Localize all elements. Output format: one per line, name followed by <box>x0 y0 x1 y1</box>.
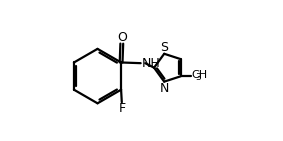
Text: N: N <box>160 82 170 95</box>
Text: CH: CH <box>191 70 207 81</box>
Text: S: S <box>160 41 168 54</box>
Text: F: F <box>118 102 125 115</box>
Text: 3: 3 <box>195 73 201 82</box>
Text: O: O <box>117 31 127 44</box>
Text: NH: NH <box>142 57 161 70</box>
